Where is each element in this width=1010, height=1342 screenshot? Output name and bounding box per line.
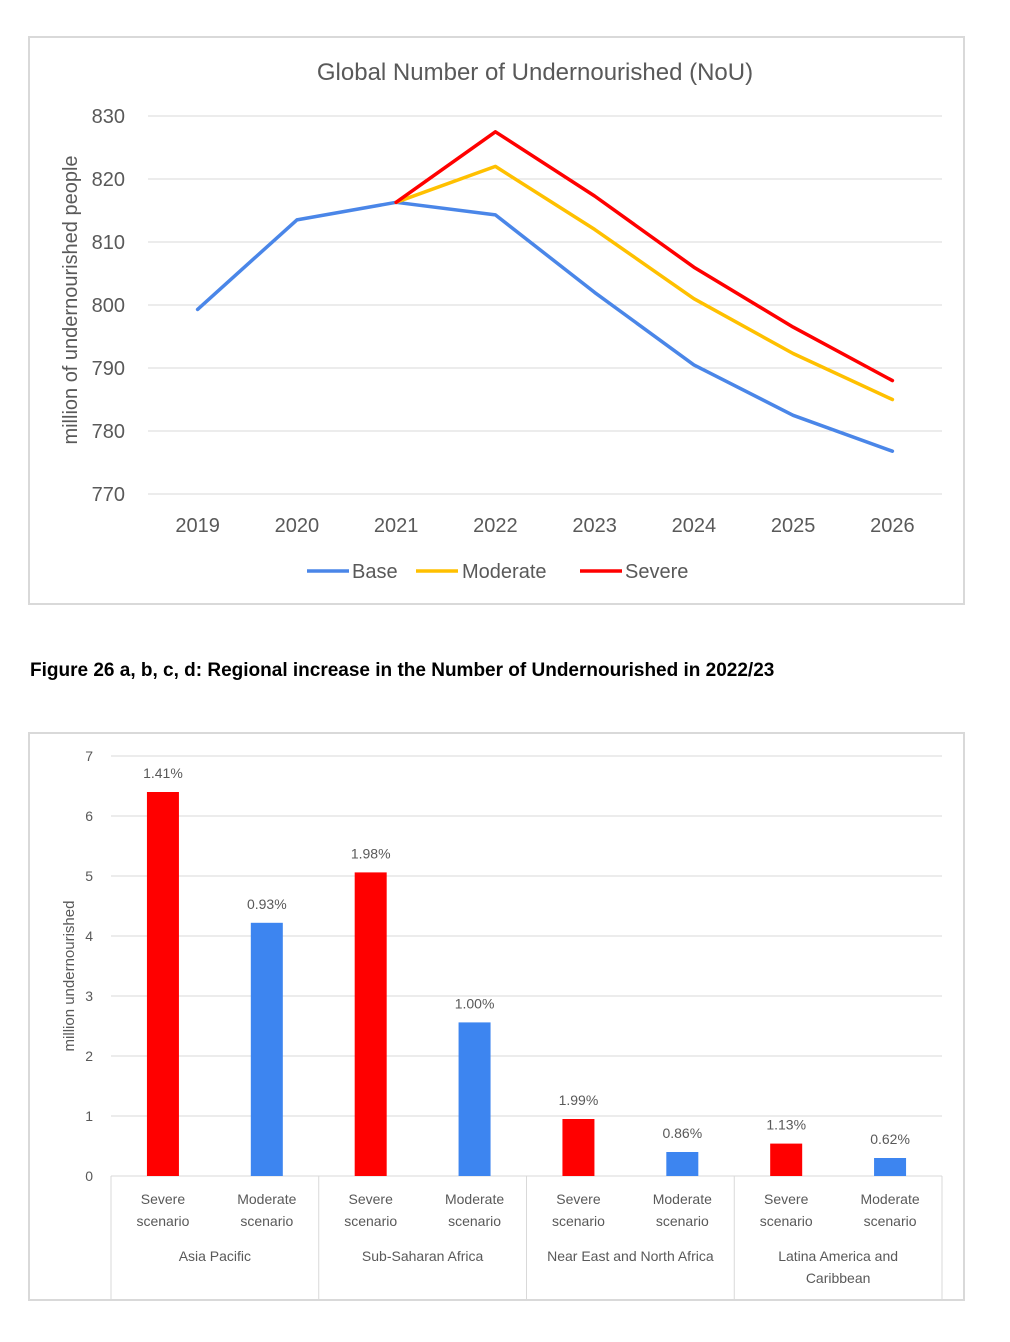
group-label: Latina America and Caribbean — [778, 1248, 898, 1286]
x-tick-label: 2020 — [275, 515, 320, 537]
x-tick-label: Severe scenario — [136, 1191, 189, 1229]
series-line-moderate — [394, 164, 895, 402]
bar-6 — [666, 1152, 699, 1176]
x-tick-label: 2022 — [473, 515, 518, 537]
series-line-base — [195, 200, 895, 453]
x-tick-label: 2024 — [672, 515, 717, 537]
bar-5 — [562, 1119, 595, 1176]
group-label: Near East and North Africa — [547, 1248, 714, 1264]
legend-label-base: Base — [352, 561, 398, 583]
bar-1 — [146, 792, 179, 1176]
group-label: Asia Pacific — [179, 1248, 251, 1264]
y-tick-label: 7 — [85, 748, 93, 764]
y-tick-label: 0 — [85, 1168, 93, 1184]
y-tick-label: 830 — [92, 106, 125, 128]
x-tick-label: 2023 — [572, 515, 617, 537]
series-line-severe — [394, 130, 895, 383]
y-tick-label: 3 — [85, 988, 93, 1004]
x-tick-label: Moderate scenario — [860, 1191, 919, 1229]
y-tick-label: 820 — [92, 169, 125, 191]
legend-label-severe: Severe — [625, 561, 688, 583]
y-tick-label: 800 — [92, 295, 125, 317]
y-tick-label: 810 — [92, 232, 125, 254]
x-tick-label: Severe scenario — [344, 1191, 397, 1229]
y-tick-label: 790 — [92, 358, 125, 380]
bar-chart: 0 1 2 3 4 5 6 7 million undernourished 1.41% 0.93%… — [61, 748, 943, 1299]
bar-2 — [250, 922, 283, 1176]
bar-data-label: 1.00% — [455, 995, 495, 1011]
figure-caption: Figure 26 a, b, c, d: Regional increase … — [30, 660, 775, 681]
x-tick-label: 2021 — [374, 515, 419, 537]
bar-3 — [354, 872, 387, 1176]
y-axis-label: million of undernourished people — [60, 155, 82, 444]
bar-7 — [770, 1143, 803, 1176]
bar-data-label: 1.13% — [766, 1117, 806, 1133]
chart-title: Global Number of Undernourished (NoU) — [317, 59, 753, 86]
x-tick-label: Moderate scenario — [653, 1191, 712, 1229]
x-tick-label: Severe scenario — [760, 1191, 813, 1229]
x-tick-label: 2025 — [771, 515, 816, 537]
bar-data-label: 1.98% — [351, 845, 391, 861]
y-tick-label: 5 — [85, 868, 93, 884]
x-tick-label: Severe scenario — [552, 1191, 605, 1229]
bar-data-label: 1.99% — [559, 1092, 599, 1108]
bar-8 — [874, 1158, 907, 1176]
y-tick-label: 780 — [92, 421, 125, 443]
bar-data-label: 0.86% — [662, 1125, 702, 1141]
bar-4 — [458, 1022, 491, 1176]
bar-data-label: 0.62% — [870, 1131, 910, 1147]
bar-data-label: 1.41% — [143, 765, 183, 781]
x-tick-label: 2026 — [870, 515, 915, 537]
bar-chart-panel: 0 1 2 3 4 5 6 7 million undernourished 1.41% 0.93%… — [28, 732, 965, 1301]
y-tick-label: 1 — [85, 1108, 93, 1124]
x-tick-label: 2019 — [175, 515, 220, 537]
legend-label-moderate: Moderate — [462, 561, 547, 583]
y-tick-label: 2 — [85, 1048, 93, 1064]
y-axis-label: million undernourished — [61, 901, 78, 1052]
y-tick-label: 6 — [85, 808, 93, 824]
group-label: Sub-Saharan Africa — [362, 1248, 484, 1264]
bar-data-label: 0.93% — [247, 896, 287, 912]
y-tick-label: 770 — [92, 484, 125, 506]
line-chart-panel: Global Number of Undernourished (NoU) 770… — [28, 36, 965, 605]
y-tick-label: 4 — [85, 928, 93, 944]
x-tick-label: Moderate scenario — [445, 1191, 504, 1229]
x-tick-label: Moderate scenario — [237, 1191, 296, 1229]
line-chart: Global Number of Undernourished (NoU) 770… — [60, 59, 942, 583]
